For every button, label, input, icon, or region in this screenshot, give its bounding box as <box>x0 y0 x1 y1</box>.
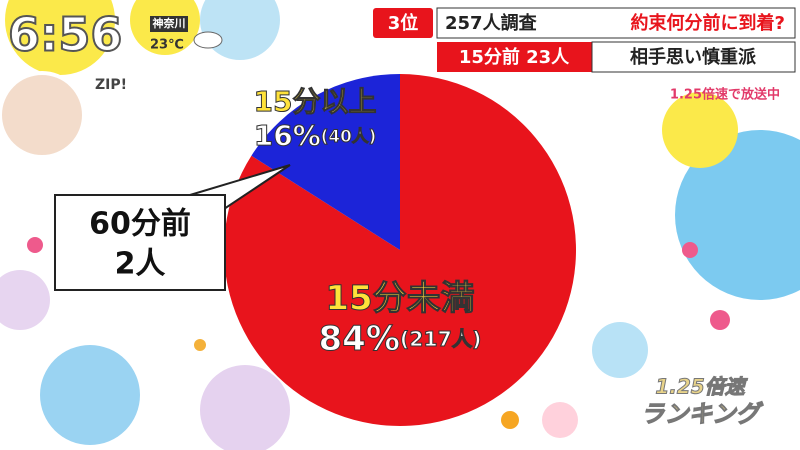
dot <box>592 322 648 378</box>
dot <box>27 237 43 253</box>
clock-area: 6:56 神奈川 23℃ ZIP! <box>0 7 223 159</box>
callout-join <box>200 198 222 218</box>
answer-box <box>437 42 592 72</box>
title-box <box>436 7 796 39</box>
speed: 1.25倍速で放送中 <box>670 87 780 103</box>
slice-name: 15分未満 <box>325 279 474 319</box>
place: 神奈川 <box>153 16 186 30</box>
callout-line: 2人 <box>115 247 166 282</box>
pie-slice <box>251 73 400 250</box>
note-box <box>591 41 796 73</box>
slice-value: 84%(217人) <box>319 319 482 359</box>
dot <box>200 0 280 60</box>
dot <box>200 365 290 450</box>
presenter <box>0 71 86 159</box>
dot <box>710 310 730 330</box>
value-label: 16% <box>254 119 321 152</box>
count-label: (217人) <box>400 327 482 351</box>
dot <box>40 345 140 445</box>
callout-box <box>54 194 226 291</box>
dot <box>682 242 698 258</box>
dot <box>5 0 115 75</box>
dot <box>675 130 800 300</box>
survey: 257人調査 <box>445 12 537 34</box>
callout-line: 60分前 <box>89 207 191 242</box>
logo: ZIP! <box>95 77 127 93</box>
answer-note: 相手思い慎重派 <box>630 46 757 68</box>
dot <box>501 411 519 429</box>
dot <box>662 92 738 168</box>
corner-bottom: ランキング <box>640 400 763 428</box>
dot <box>542 402 578 438</box>
corner-top: 1.25倍速 <box>655 375 748 399</box>
rank-box <box>373 8 433 38</box>
place-box <box>150 16 188 32</box>
corner-logo: 1.25倍速 ランキング <box>640 374 764 429</box>
slice-value: 16%(40人) <box>254 119 377 152</box>
value-label: 84% <box>319 319 400 359</box>
dot <box>0 270 50 330</box>
question: 約束何分前に到着? <box>631 12 785 34</box>
callout: 60分前 2人 <box>54 164 291 291</box>
header: 3位 257人調査 約束何分前に到着? 15分前 23人 相手思い慎重派 1.2… <box>373 7 796 103</box>
weather-icon <box>193 31 223 49</box>
slice-name: 15分以上 <box>254 85 377 118</box>
count-label: (40人) <box>321 126 376 146</box>
rank: 3位 <box>388 12 419 34</box>
clock: 6:56 <box>8 8 122 62</box>
answer: 15分前 23人 <box>459 46 570 68</box>
dot <box>194 339 206 351</box>
temperature: 23℃ <box>150 38 184 53</box>
